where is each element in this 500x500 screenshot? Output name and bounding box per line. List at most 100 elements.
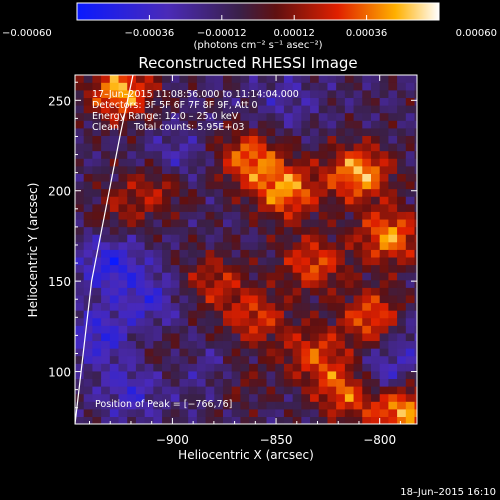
heatmap-cell [222,310,233,319]
heatmap-cell [135,112,146,121]
heatmap-cell [336,332,346,342]
heatmap-cell [283,363,294,372]
heatmap-cell [353,75,363,83]
heatmap-cell [283,408,294,417]
heatmap-cell [179,127,189,136]
colorbar-tick-label: −0.00012 [197,28,247,39]
heatmap-cell [118,135,128,144]
heatmap-cell [292,317,302,326]
heatmap-cell [414,325,417,334]
heatmap-cell [162,142,172,152]
heatmap-cell [310,142,320,152]
heatmap-cell [83,241,94,250]
heatmap-cell [362,294,372,304]
heatmap-cell [118,287,128,296]
heatmap-cell [388,401,398,410]
heatmap-cell [135,120,146,129]
heatmap-cell [301,340,311,349]
heatmap-cell [153,234,163,243]
heatmap-cell [414,310,417,319]
heatmap-cell [127,393,137,402]
heatmap-cell [135,97,146,106]
heatmap-cell [336,317,346,326]
heatmap-cell [327,363,337,372]
heatmap-cell [144,105,154,114]
heatmap-cell [231,218,242,228]
heatmap-cell [301,135,311,144]
heatmap-cell [414,287,417,296]
heatmap-cell [205,279,215,288]
heatmap-cell [257,120,268,129]
heatmap-cell [162,211,172,220]
heatmap-cell [109,203,120,212]
heatmap-cell [362,203,372,212]
heatmap-cell [170,348,181,357]
heatmap-cell [162,75,172,83]
heatmap-cell [257,393,268,402]
heatmap-cell [266,370,276,380]
heatmap-cell [310,310,320,319]
heatmap-cell [397,180,407,190]
heatmap-cell [397,82,407,91]
heatmap-cell [318,370,329,380]
heatmap-cell [318,408,329,417]
heatmap-cell [170,150,181,159]
heatmap-cell [327,112,337,121]
heatmap-cell [301,226,311,235]
heatmap-cell [275,150,285,159]
heatmap-cell [301,279,311,288]
heatmap-cell [196,234,207,243]
heatmap-cell [222,82,233,91]
heatmap-cell [153,287,163,296]
heatmap-cell [370,173,381,182]
heatmap-cell [196,97,207,106]
heatmap-cell [353,135,363,144]
heatmap-cell [92,127,102,136]
heatmap-cell [327,408,337,417]
heatmap-cell [283,378,294,387]
heatmap-cell [370,180,381,190]
heatmap-cell [205,226,215,235]
heatmap-cell [318,401,329,410]
heatmap-cell [353,294,363,304]
heatmap-cell [179,150,189,159]
heatmap-cell [101,105,111,114]
heatmap-cell [153,89,163,99]
heatmap-cell [135,203,146,212]
heatmap-cell [336,135,346,144]
heatmap-cell [83,89,94,99]
heatmap-cell [249,218,259,228]
heatmap-cell [179,135,189,144]
heatmap-cell [379,386,389,395]
heatmap-cell [162,127,172,136]
heatmap-cell [109,180,120,190]
heatmap-cell [275,120,285,129]
heatmap-cell [283,340,294,349]
heatmap-cell [222,105,233,114]
heatmap-cell [109,363,120,372]
heatmap-cell [109,165,120,174]
heatmap-cell [196,302,207,311]
heatmap-cell [405,370,416,380]
heatmap-cell [327,234,337,243]
heatmap-cell [144,287,154,296]
heatmap-cell [127,325,137,334]
heatmap-cell [205,287,215,296]
heatmap-cell [170,97,181,106]
heatmap-cell [170,279,181,288]
heatmap-cell [266,142,276,152]
heatmap-cell [75,127,85,136]
heatmap-cell [344,112,355,121]
heatmap-cell [292,340,302,349]
heatmap-cell [127,241,137,250]
heatmap-cell [275,89,285,99]
heatmap-cell [83,287,94,296]
heatmap-cell [327,378,337,387]
heatmap-cell [214,173,224,182]
heatmap-cell [127,226,137,235]
heatmap-cell [370,241,381,250]
heatmap-cell [135,150,146,159]
heatmap-cell [379,302,389,311]
heatmap-cell [214,378,224,387]
heatmap-cell [292,188,302,197]
